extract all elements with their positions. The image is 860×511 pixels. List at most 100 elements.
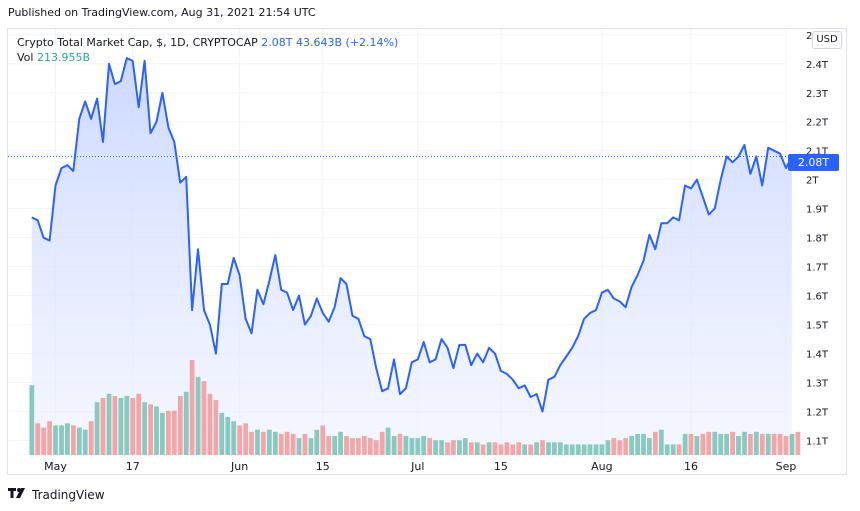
volume-bar [433,440,438,455]
tradingview-logo-icon [8,487,28,502]
volume-bar [629,436,634,455]
volume-bar [528,444,534,455]
volume-bar [320,425,326,455]
volume-bar [599,444,605,455]
legend-symbol[interactable]: Crypto Total Market Cap, $, 1D, CRYPTOCA… [17,36,258,49]
volume-bar [284,431,290,455]
volume-bars [29,360,801,455]
volume-bar [700,433,706,455]
volume-bar [183,391,189,455]
volume-bar [53,425,58,455]
volume-bar [88,421,94,455]
volume-bar [753,431,759,455]
volume-bar [290,433,296,455]
volume-bar [130,398,136,455]
y-tick-label: 1.7T [806,263,829,274]
volume-bar [759,433,765,455]
volume-bar [670,444,676,455]
volume-bar [367,438,373,455]
x-tick-label: Aug [591,460,612,473]
volume-bar [231,421,237,455]
volume-bar [379,431,385,455]
volume-bar [706,431,712,455]
volume-bar [29,385,35,455]
volume-bar [694,436,700,455]
volume-bar [510,444,516,455]
x-tick-label: 17 [126,460,140,473]
volume-bar [724,433,729,455]
volume-bar [403,436,409,455]
volume-bar [623,438,629,455]
currency-button[interactable]: USD [812,31,842,49]
volume-bar [765,433,771,455]
volume-bar [563,444,569,455]
legend-last-value: 2.08T [261,36,293,49]
volume-bar [71,425,76,455]
volume-bar [474,442,480,455]
volume-bar [534,442,539,455]
volume-bar [635,433,640,455]
footer-brand[interactable]: TradingView [8,487,105,502]
volume-bar [415,438,421,455]
legend-vol-value: 213.955B [36,51,91,64]
volume-bar [82,429,88,455]
price-line[interactable] [31,57,793,413]
volume-bar [314,429,320,455]
volume-bar [308,438,314,455]
volume-bar [397,433,403,455]
time-axis[interactable]: May 17 Jun 15 Jul 15 Aug 16 Sep [44,460,796,473]
y-tick-label: 2T [806,176,819,187]
volume-bar [124,395,130,455]
published-info: Published on TradingView.com, Aug 31, 20… [8,6,316,19]
volume-bar [278,433,284,455]
volume-bar [154,406,159,455]
volume-bar [569,444,575,455]
volume-bar [658,429,664,455]
volume-bar [94,402,100,455]
chart-legend: Crypto Total Market Cap, $, 1D, CRYPTOCA… [17,35,398,65]
volume-bar [617,440,623,455]
volume-bar [421,436,427,455]
chart-pane[interactable] [7,28,847,475]
volume-bar [783,436,789,455]
volume-bar [718,433,724,455]
price-line-series [8,57,793,413]
x-tick-label: 16 [684,460,698,473]
y-tick-label: 2.4T [806,60,829,71]
y-tick-label: 1.6T [806,292,829,303]
volume-bar [225,417,231,455]
volume-bar [142,402,147,455]
volume-bar [688,433,694,455]
volume-bar [326,436,332,455]
price-area [31,58,792,455]
volume-bar [789,433,795,455]
x-tick-label: Jun [230,460,248,473]
volume-bar [112,395,118,455]
volume-bar [76,427,82,455]
volume-bar [664,444,670,455]
volume-bar [391,436,397,455]
volume-bar [439,440,444,455]
volume-bar [581,444,587,455]
volume-bar [356,438,361,455]
volume-bar [771,433,777,455]
volume-bar [587,444,593,455]
volume-bar [296,438,302,455]
price-axis[interactable]: 1.1T 1.2T 1.3T 1.4T 1.5T 1.6T 1.7T 1.8T 1.9T 2T 2.… [806,31,829,448]
volume-bar [338,431,343,455]
y-tick-label: 2.3T [806,89,829,100]
volume-bar [575,444,581,455]
legend-vol-label[interactable]: Vol [17,51,34,64]
volume-bar [795,431,801,455]
y-tick-label: 1.5T [806,321,829,332]
x-tick-label: 15 [316,460,330,473]
volume-bar [730,431,735,455]
volume-bar [237,425,242,455]
volume-bar [546,442,551,455]
last-price-label: 2.08T [788,154,839,171]
volume-bar [148,404,153,455]
volume-bar [177,395,183,455]
volume-bar [777,433,783,455]
volume-bar [611,438,617,455]
